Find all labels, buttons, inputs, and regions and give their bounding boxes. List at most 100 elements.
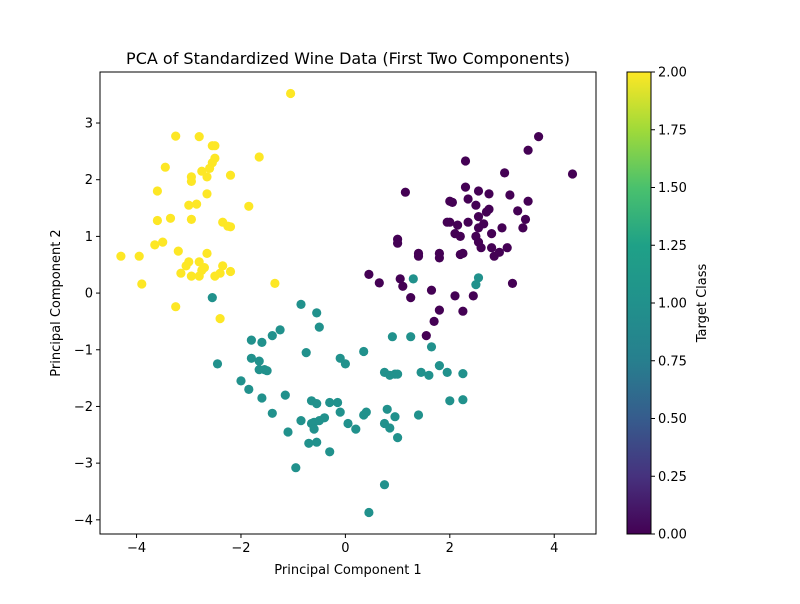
x-tick-label: −2 (231, 541, 250, 556)
data-point-class-1 (390, 412, 400, 422)
data-point-class-1 (406, 332, 416, 342)
y-tick-label: 0 (85, 287, 93, 302)
data-point-class-1 (335, 407, 345, 417)
data-point-class-1 (244, 384, 254, 394)
data-point-class-2 (165, 213, 176, 223)
data-point-class-1 (426, 342, 437, 352)
colorbar-tick-label: 0.00 (658, 528, 687, 543)
data-point-class-0 (406, 293, 416, 303)
data-point-class-1 (291, 463, 301, 473)
colorbar-tick-label: 2.00 (658, 66, 687, 81)
data-point-class-1 (382, 404, 392, 414)
colorbar-tick-label: 0.75 (658, 354, 687, 369)
data-point-class-0 (494, 247, 504, 257)
colorbar-tick-label: 1.75 (658, 123, 687, 138)
data-point-class-0 (518, 223, 528, 233)
data-point-class-0 (426, 285, 437, 295)
data-point-class-0 (450, 291, 460, 301)
data-point-class-2 (181, 261, 191, 271)
y-tick-label: −1 (74, 343, 93, 358)
data-point-class-0 (534, 132, 544, 142)
data-point-class-1 (246, 335, 256, 345)
data-point-class-1 (393, 433, 403, 443)
data-point-class-1 (296, 416, 306, 426)
colorbar-tick-label: 1.50 (658, 181, 687, 196)
data-point-class-0 (421, 331, 431, 341)
points-layer (116, 88, 578, 518)
data-point-class-1 (212, 359, 223, 369)
data-point-class-0 (487, 229, 497, 239)
data-point-class-2 (134, 251, 144, 261)
data-point-class-0 (473, 186, 484, 196)
data-point-class-1 (236, 376, 246, 386)
data-point-class-0 (434, 305, 444, 315)
data-point-class-2 (210, 141, 220, 151)
data-point-class-1 (257, 337, 267, 347)
data-point-class-1 (445, 396, 455, 406)
data-point-class-2 (210, 271, 220, 281)
data-point-class-1 (343, 418, 353, 429)
data-point-class-1 (361, 407, 371, 417)
data-point-class-1 (359, 346, 369, 357)
y-tick-label: −3 (74, 457, 93, 472)
data-point-class-2 (137, 279, 147, 289)
data-point-class-0 (364, 269, 374, 279)
y-tick-label: −4 (74, 513, 93, 528)
data-point-class-0 (395, 274, 405, 284)
data-point-class-0 (468, 291, 478, 301)
data-point-class-0 (398, 281, 408, 291)
data-point-class-2 (225, 170, 236, 180)
data-point-class-0 (463, 217, 473, 227)
data-point-class-0 (567, 169, 578, 179)
data-point-class-1 (312, 399, 322, 409)
data-point-class-0 (523, 145, 533, 155)
data-point-class-1 (296, 299, 306, 309)
data-point-class-1 (458, 369, 468, 379)
colorbar-ticks: 0.00 0.25 0.50 0.75 1.00 1.25 1.50 1.75 2.00 (651, 66, 687, 543)
data-point-class-2 (202, 172, 212, 182)
x-axis-ticks: −4 −2 0 2 4 (127, 534, 558, 556)
data-point-class-2 (197, 265, 207, 275)
data-point-class-2 (152, 186, 162, 196)
data-point-class-1 (325, 397, 335, 408)
x-tick-label: 4 (550, 541, 558, 556)
data-point-class-0 (447, 197, 457, 207)
data-point-class-1 (257, 393, 267, 403)
data-point-class-2 (152, 215, 162, 226)
data-point-class-1 (254, 356, 264, 366)
data-point-class-1 (304, 438, 314, 448)
data-point-class-0 (455, 231, 465, 241)
y-tick-label: 2 (85, 173, 93, 188)
y-axis-label: Principal Component 2 (49, 229, 64, 376)
data-point-class-0 (374, 278, 384, 288)
data-point-class-0 (434, 248, 444, 258)
data-point-class-1 (275, 325, 285, 335)
data-point-class-0 (460, 182, 471, 192)
plot-frame (99, 71, 597, 535)
data-point-class-0 (400, 187, 410, 197)
data-point-class-0 (393, 238, 403, 248)
data-point-class-2 (171, 131, 181, 141)
data-point-class-1 (434, 361, 444, 371)
data-point-class-0 (497, 223, 507, 233)
x-tick-label: 0 (341, 541, 349, 556)
data-point-class-2 (186, 271, 196, 281)
data-point-class-1 (246, 353, 256, 363)
data-point-class-1 (267, 331, 277, 341)
data-point-class-2 (205, 163, 215, 173)
data-point-class-0 (481, 207, 491, 217)
data-point-class-1 (442, 367, 452, 377)
data-point-class-2 (225, 266, 236, 277)
data-point-class-1 (333, 397, 343, 408)
colorbar-tick-label: 0.50 (658, 412, 687, 427)
data-point-class-2 (173, 246, 183, 256)
data-point-class-2 (215, 314, 225, 324)
data-point-class-1 (416, 367, 426, 377)
data-point-class-0 (484, 189, 494, 199)
data-point-class-0 (502, 243, 512, 253)
data-point-class-1 (387, 332, 397, 342)
data-point-class-1 (283, 427, 293, 437)
data-point-class-0 (463, 194, 473, 204)
data-point-class-1 (207, 293, 217, 303)
